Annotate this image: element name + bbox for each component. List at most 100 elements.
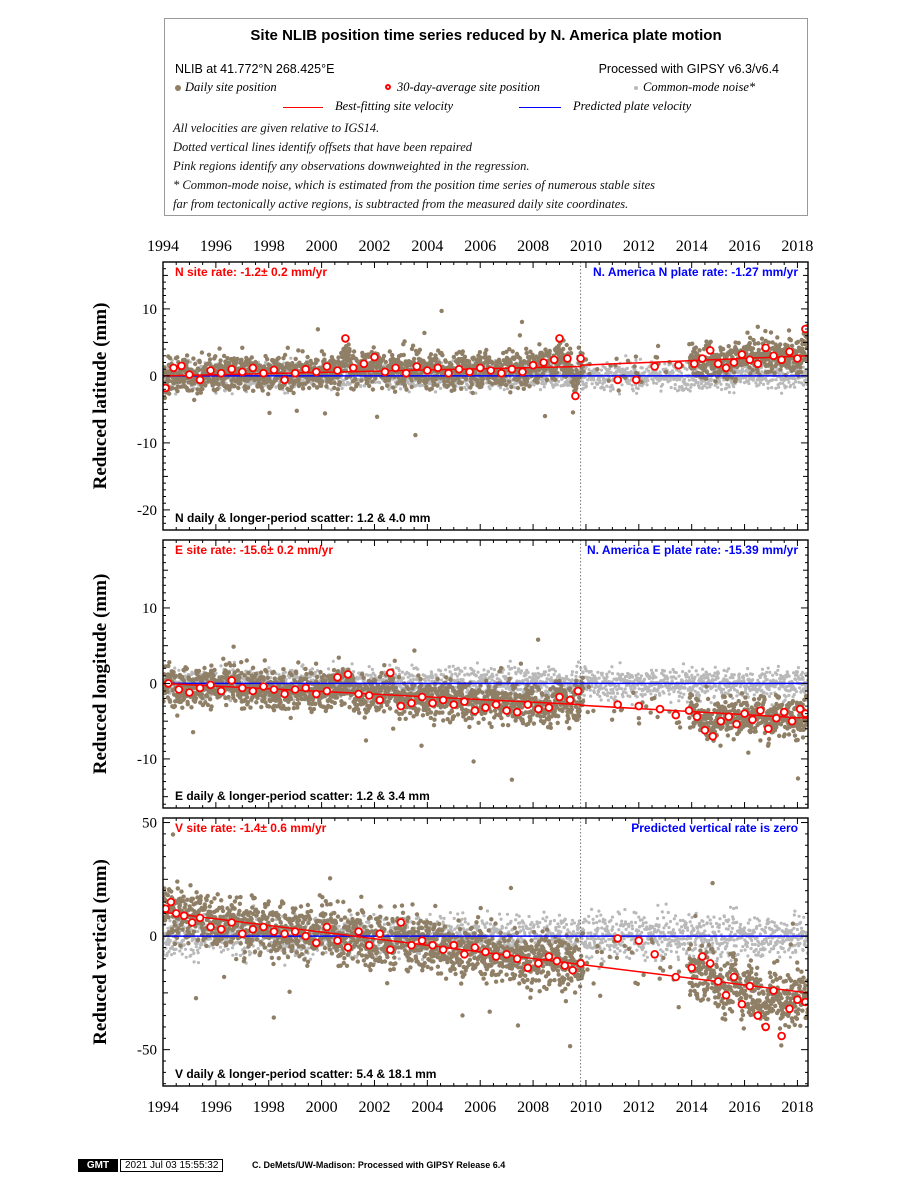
daily-position-point bbox=[370, 379, 375, 384]
daily-position-point bbox=[206, 352, 212, 357]
daily-position-point bbox=[786, 361, 791, 367]
common-mode-point bbox=[283, 391, 287, 395]
daily-position-point bbox=[462, 354, 468, 359]
common-mode-point bbox=[675, 378, 679, 382]
daily-position-point bbox=[381, 353, 387, 359]
average-point bbox=[528, 360, 538, 370]
daily-position-point bbox=[786, 328, 792, 333]
common-mode-point bbox=[310, 667, 314, 671]
common-mode-point bbox=[685, 367, 689, 372]
common-mode-point bbox=[219, 664, 223, 668]
daily-position-point bbox=[544, 377, 550, 382]
daily-position-point bbox=[451, 354, 456, 360]
average-point bbox=[497, 368, 506, 378]
average-point bbox=[697, 354, 707, 363]
common-mode-point bbox=[232, 660, 236, 664]
daily-position-point bbox=[216, 382, 221, 387]
daily-position-point bbox=[371, 361, 376, 366]
daily-position-point bbox=[266, 391, 271, 397]
daily-position-point bbox=[311, 382, 316, 388]
daily-position-point bbox=[236, 385, 241, 391]
common-mode-point bbox=[541, 380, 545, 384]
daily-position-point bbox=[789, 343, 795, 348]
common-mode-point bbox=[757, 383, 761, 387]
average-point bbox=[269, 365, 279, 375]
common-mode-point bbox=[532, 383, 536, 387]
common-mode-point bbox=[761, 382, 766, 386]
average-point bbox=[713, 359, 723, 369]
average-point bbox=[311, 367, 321, 377]
common-mode-point bbox=[705, 386, 709, 390]
average-point bbox=[248, 363, 258, 373]
daily-position-point bbox=[367, 383, 372, 389]
common-mode-point bbox=[617, 392, 622, 396]
site-rate-label: N site rate: -1.2± 0.2 mm/yr bbox=[175, 265, 327, 279]
daily-position-point bbox=[170, 385, 175, 391]
daily-position-point bbox=[296, 348, 301, 353]
daily-position-point bbox=[374, 414, 380, 419]
daily-position-point bbox=[337, 380, 342, 385]
common-mode-point bbox=[652, 381, 656, 385]
daily-position-point bbox=[197, 359, 202, 365]
daily-position-point bbox=[282, 368, 287, 373]
daily-position-point bbox=[524, 346, 529, 351]
daily-position-point bbox=[233, 360, 239, 365]
daily-position-point bbox=[733, 376, 738, 382]
daily-position-point bbox=[240, 345, 245, 350]
common-mode-point bbox=[174, 392, 178, 396]
common-mode-point bbox=[640, 376, 644, 380]
daily-position-point bbox=[574, 386, 579, 391]
average-point bbox=[195, 375, 205, 385]
daily-position-point bbox=[184, 353, 190, 358]
daily-position-point bbox=[477, 350, 483, 355]
daily-position-point bbox=[413, 432, 418, 438]
daily-position-point bbox=[459, 386, 464, 391]
common-mode-point bbox=[741, 369, 745, 373]
legend-box: Site NLIB position time series reduced b… bbox=[164, 18, 808, 216]
daily-position-point bbox=[456, 376, 461, 381]
daily-position-point bbox=[332, 380, 337, 386]
daily-position-point bbox=[217, 346, 222, 351]
note-line: All velocities are given relative to IGS… bbox=[173, 121, 380, 135]
common-mode-point bbox=[677, 388, 681, 392]
common-mode-point bbox=[626, 379, 630, 383]
daily-position-point bbox=[166, 391, 172, 396]
daily-position-point bbox=[483, 354, 488, 359]
average-point bbox=[454, 364, 464, 374]
daily-position-point bbox=[422, 330, 427, 336]
common-mode-point bbox=[764, 378, 768, 382]
daily-position-point bbox=[401, 352, 406, 358]
average-point bbox=[177, 361, 186, 371]
common-mode-point bbox=[799, 381, 804, 385]
daily-position-point bbox=[539, 350, 544, 355]
legend-common-mode: Common-mode noise* bbox=[643, 80, 756, 94]
daily-position-point bbox=[417, 377, 422, 382]
average-point bbox=[753, 359, 763, 369]
common-mode-point bbox=[751, 378, 755, 382]
daily-position-point bbox=[509, 384, 514, 390]
common-mode-point bbox=[177, 668, 181, 672]
daily-position-point bbox=[296, 377, 301, 382]
daily-position-point bbox=[768, 330, 774, 335]
common-mode-point bbox=[373, 380, 378, 384]
daily-position-point bbox=[787, 358, 792, 363]
average-point bbox=[785, 347, 794, 357]
average-point bbox=[613, 375, 622, 385]
daily-position-point bbox=[798, 365, 803, 370]
daily-position-point bbox=[324, 384, 329, 389]
common-mode-point bbox=[608, 367, 612, 371]
common-mode-point bbox=[691, 375, 696, 380]
daily-position-point bbox=[250, 388, 256, 393]
common-mode-point bbox=[777, 385, 781, 389]
average-point bbox=[465, 367, 474, 377]
average-point bbox=[705, 346, 715, 355]
daily-position-point bbox=[163, 365, 167, 370]
daily-position-point bbox=[697, 348, 702, 353]
common-mode-point bbox=[739, 380, 743, 384]
daily-position-point bbox=[198, 390, 203, 395]
daily-position-point bbox=[554, 370, 560, 375]
common-mode-point bbox=[301, 379, 305, 383]
daily-position-point bbox=[443, 359, 448, 364]
average-point bbox=[539, 358, 548, 367]
